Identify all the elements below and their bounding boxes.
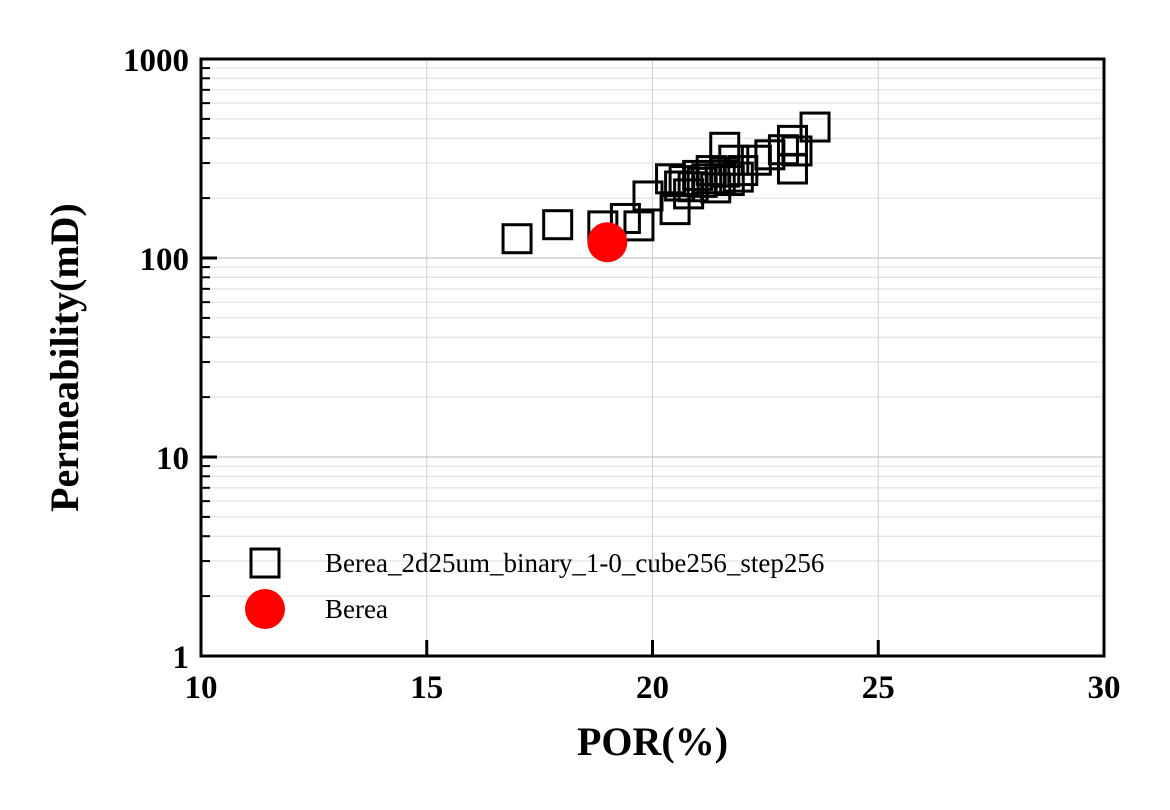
- y-axis-title: Permeability(mD): [42, 203, 87, 512]
- legend-label: Berea_2d25um_binary_1-0_cube256_step256: [325, 548, 824, 578]
- x-tick-label: 15: [410, 670, 443, 706]
- data-point-square: [501, 223, 533, 255]
- data-point-square: [623, 210, 655, 242]
- legend: Berea_2d25um_binary_1-0_cube256_step256 B…: [245, 547, 824, 629]
- x-axis-title: POR(%): [577, 719, 728, 764]
- plot-frame: [199, 57, 1106, 658]
- y-tick-label: 1000: [123, 43, 189, 79]
- y-tick-label: 100: [140, 242, 190, 278]
- x-tick-label: 30: [1088, 670, 1121, 706]
- data-point-square: [781, 135, 813, 167]
- data-point-square: [542, 209, 574, 241]
- x-tick-label: 10: [185, 670, 218, 706]
- legend-marker-square: [249, 547, 281, 579]
- data-point-square: [722, 161, 754, 193]
- data-point-square: [718, 144, 750, 176]
- data-points: [501, 111, 831, 263]
- y-tick-label: 1: [173, 640, 190, 676]
- x-tick-label: 20: [636, 670, 669, 706]
- y-tick-labels: 1 10 100 1000: [123, 43, 189, 676]
- x-tick-label: 25: [862, 670, 895, 706]
- data-point-circle: [587, 222, 628, 263]
- y-tick-label: 10: [156, 441, 189, 477]
- legend-marker-circle: [245, 589, 285, 629]
- data-point-square: [799, 111, 831, 143]
- legend-label: Berea: [325, 594, 388, 624]
- x-tick-labels: 10 15 20 25 30: [185, 670, 1121, 706]
